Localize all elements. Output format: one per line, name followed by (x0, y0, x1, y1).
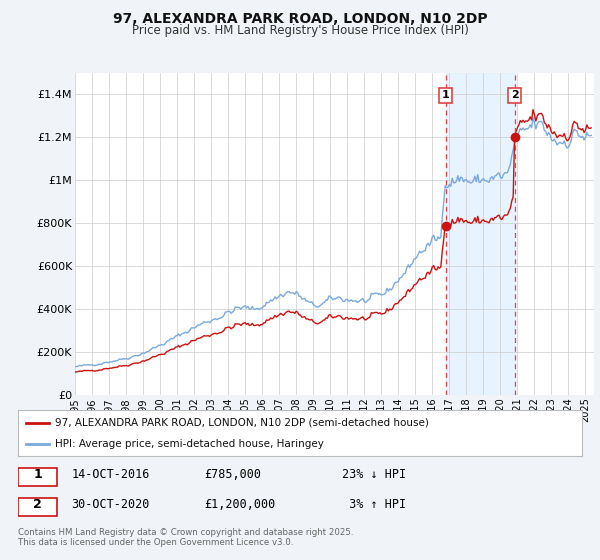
Text: 30-OCT-2020: 30-OCT-2020 (71, 498, 150, 511)
Text: Price paid vs. HM Land Registry's House Price Index (HPI): Price paid vs. HM Land Registry's House … (131, 24, 469, 36)
Text: Contains HM Land Registry data © Crown copyright and database right 2025.
This d: Contains HM Land Registry data © Crown c… (18, 528, 353, 547)
Bar (446, 73, 515, 395)
Text: 2: 2 (511, 90, 518, 100)
Text: 97, ALEXANDRA PARK ROAD, LONDON, N10 2DP: 97, ALEXANDRA PARK ROAD, LONDON, N10 2DP (113, 12, 487, 26)
Text: 2: 2 (34, 498, 42, 511)
Text: 14-OCT-2016: 14-OCT-2016 (71, 468, 150, 481)
Text: £1,200,000: £1,200,000 (204, 498, 275, 511)
Text: 1: 1 (442, 90, 449, 100)
FancyBboxPatch shape (18, 468, 58, 486)
Text: 97, ALEXANDRA PARK ROAD, LONDON, N10 2DP (semi-detached house): 97, ALEXANDRA PARK ROAD, LONDON, N10 2DP… (55, 418, 428, 428)
Text: 1: 1 (34, 468, 42, 481)
Text: 23% ↓ HPI: 23% ↓ HPI (342, 468, 406, 481)
FancyBboxPatch shape (18, 498, 58, 516)
Text: HPI: Average price, semi-detached house, Haringey: HPI: Average price, semi-detached house,… (55, 439, 323, 449)
Text: 3% ↑ HPI: 3% ↑ HPI (342, 498, 406, 511)
Text: £785,000: £785,000 (204, 468, 261, 481)
